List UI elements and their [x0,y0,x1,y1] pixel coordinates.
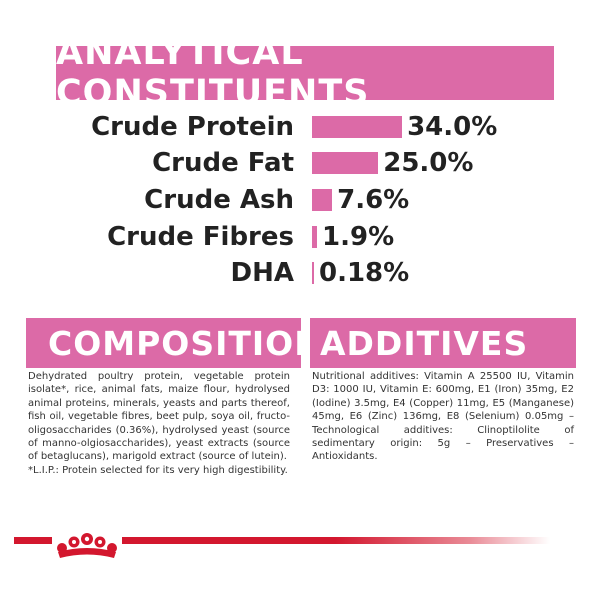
constituent-row: Crude Ash 7.6% [0,183,600,217]
constituent-value: 25.0% [383,148,474,178]
additives-text: Nutritional additives: Vitamin A 25500 I… [312,371,574,463]
composition-title: COMPOSITION [48,323,323,363]
constituent-row: Crude Fibres 1.9% [0,220,600,254]
constituent-row: DHA 0.18% [0,256,600,290]
constituent-row: Crude Fat 25.0% [0,146,600,180]
analytical-constituents-title: ANALYTICAL CONSTITUENTS [56,33,370,113]
royal-canin-crown-icon [52,518,122,560]
additives-banner: ADDITIVES [310,318,576,368]
constituent-bar [312,226,318,248]
constituent-bar [312,262,314,284]
constituent-label: Crude Fibres [107,222,294,252]
brand-divider-line [14,537,550,544]
composition-note: *L.I.P.: Protein selected for its very h… [28,465,288,476]
constituent-label: Crude Protein [91,112,294,142]
constituent-label: Crude Fat [152,148,294,178]
analytical-constituents-banner: ANALYTICAL CONSTITUENTS [56,33,554,113]
composition-text: Dehydrated poultry protein, vegetable pr… [28,371,290,463]
constituent-label: Crude Ash [144,185,294,215]
constituent-value: 34.0% [407,112,498,142]
constituent-value: 1.9% [322,222,395,252]
constituent-value: 7.6% [337,185,410,215]
constituent-label: DHA [230,258,294,288]
constituent-bar [312,152,379,174]
constituent-bar [312,189,333,211]
composition-banner: COMPOSITION [26,318,322,368]
additives-title: ADDITIVES [320,323,529,363]
constituent-row: Crude Protein 34.0% [0,110,600,144]
constituent-value: 0.18% [319,258,410,288]
constituent-bar [312,116,403,138]
